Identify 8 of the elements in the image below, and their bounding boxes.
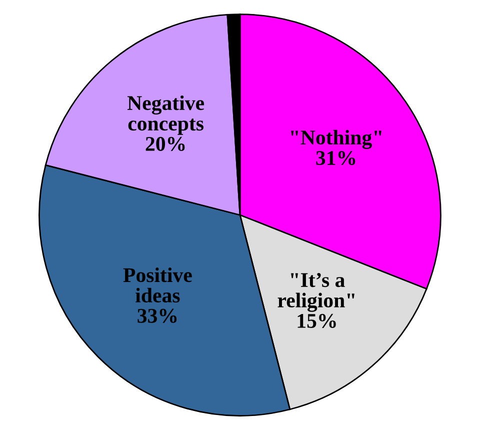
data-label: 20% (146, 136, 185, 152)
data-label: 31% (316, 150, 356, 166)
slice-label: Positive ideas (123, 268, 192, 303)
data-label: 15% (298, 314, 336, 328)
slice-label: "Nothing" (291, 130, 382, 149)
slice-label: "It’s a religion" (278, 273, 354, 312)
data-label: 33% (138, 308, 177, 323)
slice-label: Negative concepts (127, 95, 204, 135)
